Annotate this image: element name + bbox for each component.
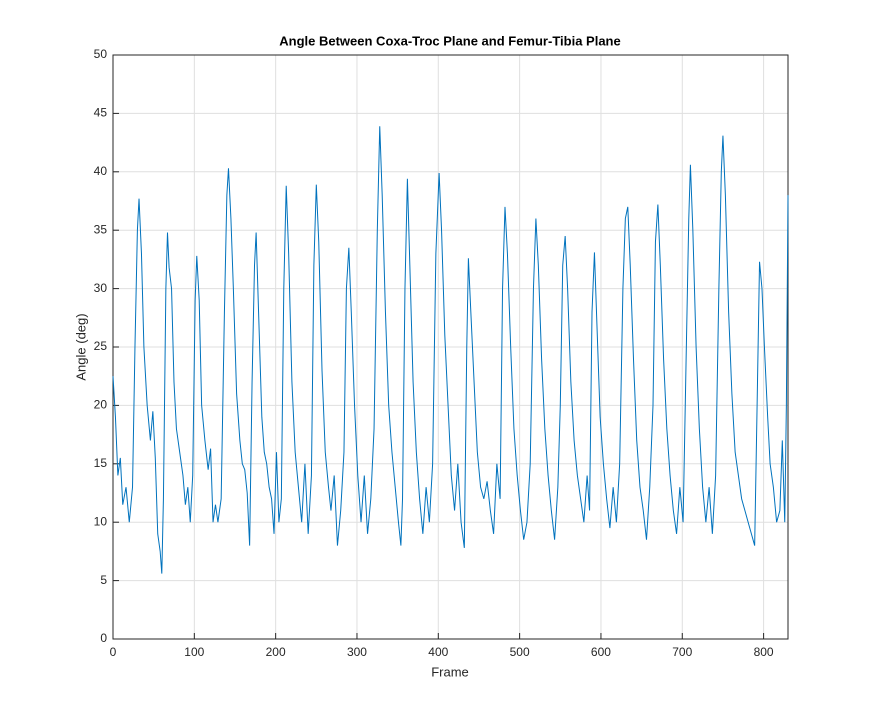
y-tick-label: 15 — [94, 456, 108, 470]
y-tick-label: 5 — [100, 573, 107, 587]
y-tick-label: 30 — [94, 281, 108, 295]
plot-frame — [112, 54, 789, 640]
chart-title: Angle Between Coxa-Troc Plane and Femur-… — [279, 33, 620, 48]
x-tick-label: 100 — [184, 645, 204, 659]
x-tick-label: 600 — [591, 645, 611, 659]
x-tick-label: 400 — [428, 645, 448, 659]
y-tick-label: 45 — [94, 106, 108, 120]
x-tick-label: 700 — [672, 645, 692, 659]
y-tick-label: 20 — [94, 398, 108, 412]
y-axis-label: Angle (deg) — [73, 313, 88, 380]
y-tick-label: 35 — [94, 222, 108, 236]
x-tick-label: 0 — [110, 645, 117, 659]
y-tick-label: 40 — [94, 164, 108, 178]
x-tick-label: 200 — [266, 645, 286, 659]
data-line — [112, 126, 789, 574]
y-tick-label: 0 — [100, 631, 107, 645]
y-tick-label: 50 — [94, 47, 108, 61]
x-tick-label: 500 — [510, 645, 530, 659]
y-tick-label: 25 — [94, 339, 108, 353]
y-tick-label: 10 — [94, 514, 108, 528]
x-axis-label: Frame — [431, 664, 469, 679]
x-tick-label: 300 — [347, 645, 367, 659]
x-tick-label: 800 — [754, 645, 774, 659]
